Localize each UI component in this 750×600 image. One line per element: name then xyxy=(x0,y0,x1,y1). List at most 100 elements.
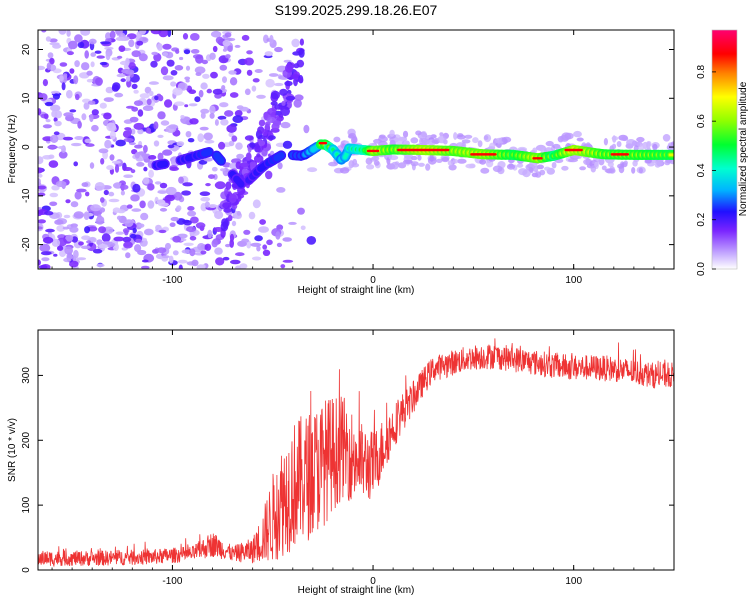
spectrogram-cell xyxy=(98,226,107,234)
spectrogram-cell xyxy=(291,38,300,48)
spectrogram-cell xyxy=(123,174,134,178)
spectrogram-cell xyxy=(109,154,115,161)
spectrogram-cell xyxy=(139,93,150,99)
spectrogram-cell xyxy=(277,162,283,170)
spectrogram-cell xyxy=(176,205,182,211)
spectrogram-cell xyxy=(156,43,163,51)
spectrogram-cell xyxy=(99,61,108,66)
spectrogram-cell xyxy=(626,139,636,147)
spectrogram-cell xyxy=(203,132,213,141)
spectrogram-cell xyxy=(225,243,231,248)
top-x-tick-label: -100 xyxy=(162,275,182,286)
spectrogram-cell xyxy=(84,226,91,234)
spectrogram-cell xyxy=(106,122,117,132)
spectrogram-cell xyxy=(39,243,51,253)
spectrogram-cell xyxy=(154,95,159,101)
spectrogram-cell xyxy=(49,192,59,198)
spectrogram-cell xyxy=(228,193,237,203)
spectrogram-cell xyxy=(201,264,206,269)
spectrogram-cell xyxy=(104,139,112,149)
spectrogram-cell xyxy=(129,142,136,146)
spectrogram-cell xyxy=(281,100,286,106)
spectrogram-cell xyxy=(116,55,123,59)
spectrogram-cell xyxy=(78,241,84,246)
spectrogram-cell xyxy=(617,163,625,169)
colorbar-label: Normalized spectral amplitude xyxy=(738,81,749,216)
spectrogram-cell xyxy=(120,190,125,196)
spectrogram-cell xyxy=(269,34,274,44)
spectrogram-cell xyxy=(45,36,52,42)
spectrogram-cell xyxy=(142,177,150,185)
spectrogram-cell xyxy=(81,62,90,71)
spectrogram-cell xyxy=(267,108,276,116)
spectrogram-cell xyxy=(456,134,466,140)
spectrogram-cell xyxy=(636,136,645,143)
spectrogram-cell xyxy=(188,89,197,94)
spectrogram-cell xyxy=(282,259,294,263)
spectrogram-cell xyxy=(158,30,169,38)
spectrogram-cell xyxy=(62,226,70,230)
spectrogram-cell xyxy=(134,144,143,149)
spectrogram-cell xyxy=(465,163,476,169)
spectrogram-ridge xyxy=(273,151,285,162)
spectrogram-cell xyxy=(373,138,382,144)
spectrogram-cell xyxy=(439,132,444,137)
spectrogram-cell xyxy=(38,167,44,174)
spectrogram-cell xyxy=(178,176,184,184)
spectrogram-cell xyxy=(57,146,65,149)
spectrogram-cell xyxy=(190,49,200,54)
spectrogram-cell xyxy=(122,236,132,243)
spectrogram-cell xyxy=(214,210,224,220)
spectrogram-cell xyxy=(633,145,639,152)
spectrogram-cell xyxy=(54,120,62,127)
spectrogram-cell xyxy=(264,51,273,57)
spectrogram-cell xyxy=(231,135,238,142)
spectrogram-cell xyxy=(124,219,134,228)
spectrogram-cell xyxy=(241,238,250,243)
spectrogram-cell xyxy=(501,136,512,143)
spectrogram-cell xyxy=(218,141,226,150)
spectrogram-cell xyxy=(256,245,261,252)
spectrogram-cell xyxy=(141,265,150,269)
spectrogram-cell xyxy=(70,223,78,228)
spectrogram-cell xyxy=(244,135,254,141)
spectrogram-cell xyxy=(150,60,158,68)
spectrogram-cell xyxy=(262,129,268,137)
spectrogram-cell xyxy=(388,155,399,161)
spectrogram-cell xyxy=(170,216,179,222)
spectrogram-cell xyxy=(274,46,283,53)
spectrogram-cell xyxy=(227,214,233,222)
spectrogram-cell xyxy=(56,225,66,232)
spectrogram-cell xyxy=(175,49,180,54)
spectrogram-cell xyxy=(168,124,178,130)
spectrogram-cell xyxy=(123,241,133,249)
spectrogram-cell xyxy=(224,32,232,38)
spectrogram-cell xyxy=(262,249,271,256)
spectrogram-cell xyxy=(631,167,636,174)
spectrogram-cell xyxy=(174,101,185,106)
spectrogram-cell xyxy=(170,70,178,76)
spectrogram-cell xyxy=(283,94,288,103)
spectrogram-cell xyxy=(49,201,58,207)
spectrogram-cell xyxy=(210,30,222,38)
spectrogram-cell xyxy=(135,238,142,243)
spectrogram-cell xyxy=(185,65,191,71)
spectrogram-cell xyxy=(118,45,126,52)
spectrogram-cell xyxy=(222,40,231,47)
spectrogram-cell xyxy=(119,184,129,190)
spectrogram-cell xyxy=(50,90,60,95)
spectrogram-cell xyxy=(166,59,175,67)
spectrogram-cell xyxy=(194,66,206,74)
spectrogram-cell xyxy=(136,40,144,46)
spectrogram-cell xyxy=(167,144,175,149)
spectrogram-cell xyxy=(111,160,121,164)
spectrogram-cell xyxy=(190,33,200,41)
spectrogram-cell xyxy=(198,89,204,98)
spectrogram-cell xyxy=(231,220,237,227)
spectrogram-cell xyxy=(96,55,105,59)
spectrogram-cell xyxy=(162,43,172,50)
spectrogram-cell xyxy=(75,93,80,101)
spectrogram-cell xyxy=(285,63,293,73)
